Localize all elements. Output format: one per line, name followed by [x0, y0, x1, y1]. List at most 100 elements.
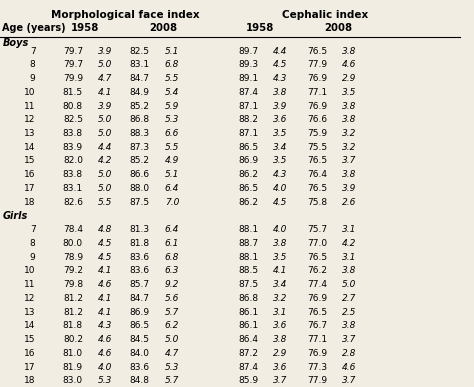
Text: 4.9: 4.9 [165, 156, 179, 166]
Text: 84.9: 84.9 [130, 88, 150, 97]
Text: 3.7: 3.7 [342, 376, 356, 385]
Text: 3.1: 3.1 [342, 225, 356, 234]
Text: 78.9: 78.9 [63, 253, 83, 262]
Text: 3.2: 3.2 [342, 143, 356, 152]
Text: 79.9: 79.9 [63, 74, 83, 83]
Text: 4.6: 4.6 [98, 280, 112, 289]
Text: 2.6: 2.6 [342, 198, 356, 207]
Text: 76.5: 76.5 [307, 156, 327, 166]
Text: 2.9: 2.9 [273, 349, 288, 358]
Text: 3.6: 3.6 [273, 115, 288, 124]
Text: 86.5: 86.5 [238, 184, 258, 193]
Text: 2008: 2008 [324, 23, 352, 33]
Text: 5.0: 5.0 [98, 170, 112, 179]
Text: 17: 17 [24, 363, 36, 372]
Text: 5.6: 5.6 [165, 294, 179, 303]
Text: 3.8: 3.8 [342, 115, 356, 124]
Text: 84.7: 84.7 [130, 74, 150, 83]
Text: 14: 14 [24, 143, 36, 152]
Text: 87.5: 87.5 [238, 280, 258, 289]
Text: 3.6: 3.6 [273, 321, 288, 330]
Text: 9.2: 9.2 [165, 280, 179, 289]
Text: 8: 8 [30, 239, 36, 248]
Text: 5.5: 5.5 [165, 74, 179, 83]
Text: 85.2: 85.2 [130, 156, 150, 166]
Text: 87.3: 87.3 [130, 143, 150, 152]
Text: 4.1: 4.1 [98, 88, 112, 97]
Text: 80.0: 80.0 [63, 239, 83, 248]
Text: 80.2: 80.2 [63, 335, 83, 344]
Text: 10: 10 [24, 88, 36, 97]
Text: 3.8: 3.8 [342, 266, 356, 276]
Text: 84.5: 84.5 [130, 335, 150, 344]
Text: 85.9: 85.9 [238, 376, 258, 385]
Text: 17: 17 [24, 184, 36, 193]
Text: 75.7: 75.7 [307, 225, 327, 234]
Text: 4.1: 4.1 [273, 266, 288, 276]
Text: 3.8: 3.8 [273, 88, 288, 97]
Text: 79.2: 79.2 [63, 266, 83, 276]
Text: 4.6: 4.6 [342, 60, 356, 69]
Text: 4.2: 4.2 [342, 239, 356, 248]
Text: 5.4: 5.4 [165, 88, 179, 97]
Text: 5.0: 5.0 [342, 280, 356, 289]
Text: 4.5: 4.5 [273, 198, 288, 207]
Text: 6.1: 6.1 [165, 239, 179, 248]
Text: 81.8: 81.8 [63, 321, 83, 330]
Text: 82.5: 82.5 [130, 46, 150, 56]
Text: 4.0: 4.0 [273, 184, 288, 193]
Text: 88.1: 88.1 [238, 253, 258, 262]
Text: 76.7: 76.7 [307, 321, 327, 330]
Text: Girls: Girls [2, 211, 27, 221]
Text: 4.6: 4.6 [98, 349, 112, 358]
Text: 3.5: 3.5 [273, 129, 288, 138]
Text: 86.5: 86.5 [238, 143, 258, 152]
Text: 82.6: 82.6 [63, 198, 83, 207]
Text: 6.2: 6.2 [165, 321, 179, 330]
Text: 6.4: 6.4 [165, 225, 179, 234]
Text: 89.1: 89.1 [238, 74, 258, 83]
Text: 83.6: 83.6 [130, 253, 150, 262]
Text: 7: 7 [30, 46, 36, 56]
Text: 18: 18 [24, 198, 36, 207]
Text: 4.1: 4.1 [98, 266, 112, 276]
Text: 3.4: 3.4 [273, 143, 288, 152]
Text: 77.1: 77.1 [307, 88, 327, 97]
Text: 3.5: 3.5 [273, 156, 288, 166]
Text: 76.2: 76.2 [307, 266, 327, 276]
Text: 87.4: 87.4 [238, 363, 258, 372]
Text: 4.5: 4.5 [98, 253, 112, 262]
Text: 5.5: 5.5 [165, 143, 179, 152]
Text: 4.7: 4.7 [165, 349, 179, 358]
Text: 5.5: 5.5 [98, 198, 112, 207]
Text: 5.0: 5.0 [165, 335, 179, 344]
Text: 81.2: 81.2 [63, 308, 83, 317]
Text: 86.9: 86.9 [130, 308, 150, 317]
Text: Age (years): Age (years) [2, 23, 66, 33]
Text: 1958: 1958 [246, 23, 274, 33]
Text: 83.8: 83.8 [63, 129, 83, 138]
Text: 85.7: 85.7 [130, 280, 150, 289]
Text: 3.9: 3.9 [342, 184, 356, 193]
Text: 5.9: 5.9 [165, 101, 179, 111]
Text: 82.0: 82.0 [63, 156, 83, 166]
Text: 86.4: 86.4 [238, 335, 258, 344]
Text: 77.9: 77.9 [307, 376, 327, 385]
Text: 86.6: 86.6 [130, 170, 150, 179]
Text: 76.9: 76.9 [307, 74, 327, 83]
Text: 81.8: 81.8 [130, 239, 150, 248]
Text: 6.4: 6.4 [165, 184, 179, 193]
Text: 81.5: 81.5 [63, 88, 83, 97]
Text: 83.6: 83.6 [130, 266, 150, 276]
Text: 76.6: 76.6 [307, 115, 327, 124]
Text: 79.7: 79.7 [63, 60, 83, 69]
Text: 4.2: 4.2 [98, 156, 112, 166]
Text: 3.2: 3.2 [342, 129, 356, 138]
Text: 5.1: 5.1 [165, 46, 179, 56]
Text: 86.1: 86.1 [238, 308, 258, 317]
Text: 87.4: 87.4 [238, 88, 258, 97]
Text: 3.9: 3.9 [273, 101, 288, 111]
Text: 12: 12 [24, 294, 36, 303]
Text: 87.1: 87.1 [238, 101, 258, 111]
Text: 84.0: 84.0 [130, 349, 150, 358]
